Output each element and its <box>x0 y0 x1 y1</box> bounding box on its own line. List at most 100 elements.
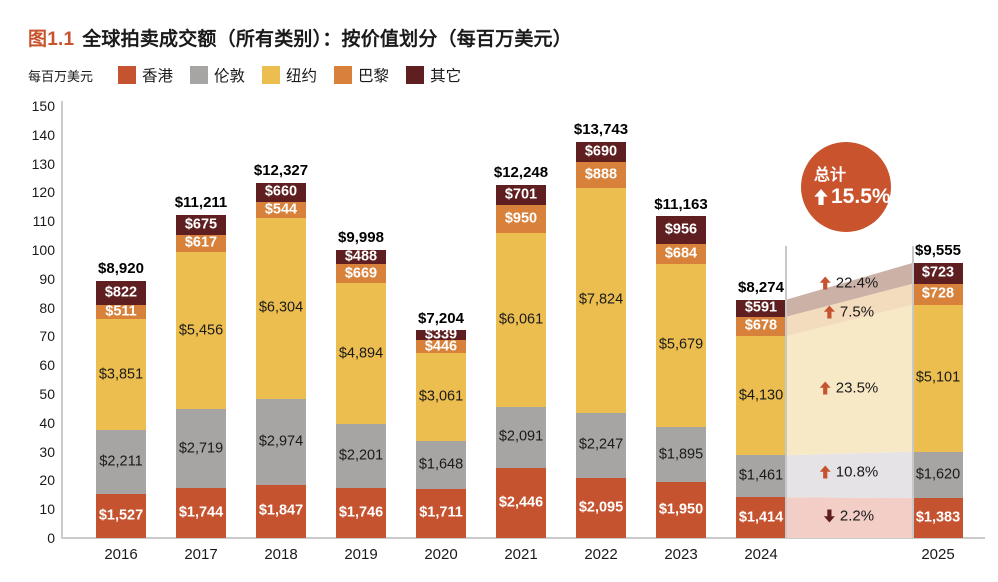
yoy-change-value: 7.5% <box>839 303 875 321</box>
bar-segment-香港-2021: $2,446 <box>496 467 546 538</box>
bar-segment-纽约-2019: $4,894 <box>336 283 386 425</box>
bar-segment-label: $2,211 <box>99 453 143 470</box>
bar-segment-纽约-2020: $3,061 <box>416 353 466 442</box>
bar-segment-label: $1,383 <box>915 509 961 526</box>
bar-segment-label: $822 <box>104 284 138 301</box>
y-axis-unit-label: 每百万美元 <box>28 69 94 84</box>
bar-total-label: $11,163 <box>654 195 708 213</box>
legend-item-巴黎: 巴黎 <box>334 64 389 86</box>
bar-segment-label: $7,824 <box>578 291 624 308</box>
up-arrow-icon <box>819 465 831 479</box>
y-tick-label: 60 <box>39 357 55 374</box>
bar-segment-其它-2024: $591 <box>736 299 786 317</box>
bar-segment-label: $675 <box>184 216 218 233</box>
bar-segment-label: $6,304 <box>258 299 304 316</box>
bar-segment-香港-2019: $1,746 <box>336 487 386 538</box>
bar-segment-伦敦-2019: $2,201 <box>336 424 386 488</box>
bar-segment-label: $2,719 <box>178 440 224 457</box>
bar-segment-label: $339 <box>424 326 458 343</box>
up-arrow-icon <box>819 276 831 290</box>
legend-label: 伦敦 <box>214 68 246 85</box>
legend-swatch <box>406 66 425 84</box>
bar-total-label: $13,743 <box>573 121 629 139</box>
bar-segment-纽约-2018: $6,304 <box>256 217 306 400</box>
y-tick-label: 100 <box>31 242 55 258</box>
bar-segment-label: $669 <box>344 265 378 282</box>
bar-segment-纽约-2022: $7,824 <box>576 187 626 413</box>
bar-segment-label: $1,847 <box>258 502 304 519</box>
y-tick-label: 120 <box>31 184 55 201</box>
bar-segment-label: $1,711 <box>419 504 463 521</box>
up-arrow-icon <box>823 305 835 319</box>
bar-segment-伦敦-2022: $2,247 <box>576 412 626 478</box>
bar-total-label: $7,204 <box>418 309 464 327</box>
bar-segment-label: $2,974 <box>258 433 304 450</box>
bar-segment-巴黎-2016: $511 <box>96 304 146 320</box>
bar-segment-伦敦-2021: $2,091 <box>496 407 546 468</box>
legend-swatch <box>262 66 281 84</box>
bar-segment-其它-2020: $339 <box>416 327 466 342</box>
x-axis-label: 2018 <box>264 546 298 563</box>
bar-segment-伦敦-2018: $2,974 <box>256 399 306 485</box>
y-tick-label: 110 <box>32 213 55 230</box>
bar-segment-label: $1,895 <box>658 446 704 463</box>
figure-title-text: 全球拍卖成交额（所有类别）：按价值划分（每百万美元） <box>82 29 572 50</box>
yoy-change-label-香港: 2.2% <box>823 507 875 525</box>
legend-label: 香港 <box>142 68 174 85</box>
bar-segment-纽约-2017: $5,456 <box>176 252 226 410</box>
bar-segment-其它-2016: $822 <box>96 281 146 305</box>
bar-segment-巴黎-2018: $544 <box>256 202 306 218</box>
bar-segment-label: $488 <box>344 248 378 265</box>
bar-segment-label: $1,527 <box>98 507 144 524</box>
bar-segment-巴黎-2023: $684 <box>656 244 706 264</box>
bar-segment-label: $617 <box>184 234 218 251</box>
x-axis-label: 2016 <box>104 546 138 563</box>
bar-segment-纽约-2023: $5,679 <box>656 263 706 428</box>
bar-segment-其它-2019: $488 <box>336 249 386 265</box>
bar-segment-香港-2020: $1,711 <box>416 488 466 538</box>
bar-segment-label: $728 <box>921 285 955 302</box>
bar-segment-label: $4,130 <box>738 387 784 404</box>
bar-segment-香港-2025: $1,383 <box>913 498 963 538</box>
y-tick-label: 70 <box>39 328 55 345</box>
bar-segment-label: $1,461 <box>738 467 784 484</box>
bar-segment-伦敦-2024: $1,461 <box>736 455 786 498</box>
yoy-change-label-其它: 22.4% <box>819 274 878 291</box>
bar-segment-香港-2017: $1,744 <box>176 487 226 538</box>
yoy-change-value: 2.2% <box>839 507 875 525</box>
bar-total-label: $8,920 <box>98 260 144 278</box>
bar-segment-香港-2022: $2,095 <box>576 477 626 538</box>
yoy-change-value: 10.8% <box>835 463 879 481</box>
band-separator-line <box>785 246 787 538</box>
y-tick-label: 0 <box>47 530 55 546</box>
bar-segment-其它-2023: $956 <box>656 216 706 244</box>
bar-segment-香港-2018: $1,847 <box>256 484 306 538</box>
bar-segment-label: $1,744 <box>178 504 224 521</box>
y-tick-label: 30 <box>39 443 55 460</box>
yoy-change-label-巴黎: 7.5% <box>823 303 875 321</box>
bar-segment-其它-2025: $723 <box>913 262 963 284</box>
bar-total-label: $9,998 <box>338 229 384 247</box>
bar-segment-label: $4,894 <box>338 345 384 362</box>
y-tick-label: 10 <box>39 501 55 518</box>
bar-segment-其它-2021: $701 <box>496 185 546 206</box>
bar-total-label: $12,327 <box>253 161 309 179</box>
bar-segment-label: $1,620 <box>915 466 961 483</box>
bar-segment-label: $684 <box>664 245 698 262</box>
bar-segment-香港-2024: $1,414 <box>736 497 786 538</box>
badge-label: 总计 <box>814 166 847 184</box>
badge-percent: 15.5% <box>831 184 891 208</box>
y-tick-label: 150 <box>31 98 55 114</box>
bar-segment-伦敦-2025: $1,620 <box>913 451 963 499</box>
bar-segment-label: $5,679 <box>658 336 704 353</box>
bar-segment-label: $3,061 <box>418 388 464 405</box>
bar-segment-label: $888 <box>584 166 618 183</box>
bar-segment-label: $2,091 <box>498 428 544 445</box>
bar-segment-伦敦-2023: $1,895 <box>656 427 706 482</box>
x-axis-label: 2025 <box>921 546 955 563</box>
yoy-change-label-伦敦: 10.8% <box>819 463 879 481</box>
bar-segment-伦敦-2016: $2,211 <box>96 430 146 495</box>
bar-total-label: $8,274 <box>738 278 784 296</box>
bar-segment-伦敦-2020: $1,648 <box>416 441 466 489</box>
